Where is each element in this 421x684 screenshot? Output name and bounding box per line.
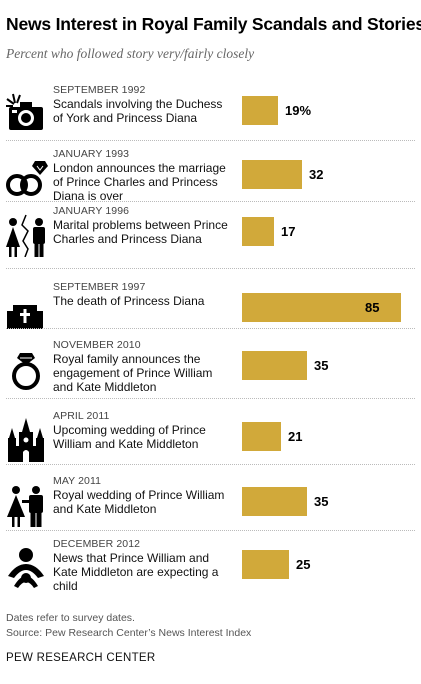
dates-note: Dates refer to survey dates. [6, 612, 135, 624]
brand-label: PEW RESEARCH CENTER [6, 652, 156, 664]
bar [242, 96, 278, 125]
row-divider [6, 140, 415, 141]
separated-couple-icon [4, 213, 50, 259]
bar [242, 217, 274, 246]
engagement-ring-icon [4, 347, 50, 393]
story-date: APRIL 2011 [53, 410, 110, 422]
bar [242, 422, 281, 451]
story-description: News that Prince William and Kate Middle… [53, 551, 219, 593]
value-label: 19% [285, 103, 312, 118]
row-divider [6, 201, 415, 202]
story-row: MAY 2011 Royal wedding of Prince William … [0, 475, 421, 535]
row-divider [6, 328, 415, 329]
baby-icon [4, 546, 50, 592]
chart-subtitle: Percent who followed story very/fairly c… [6, 46, 255, 61]
value-label: 85 [365, 300, 380, 315]
value-label: 35 [314, 358, 329, 373]
value-label: 21 [288, 429, 303, 444]
story-row: JANUARY 1996 Marital problems between Pri… [0, 205, 421, 265]
story-description: Scandals involving the Duchess of York a… [53, 97, 223, 125]
story-description: Royal family announces the engagement of… [53, 352, 213, 394]
church-icon [4, 418, 50, 464]
story-description: Upcoming wedding of Prince William and K… [53, 423, 206, 451]
value-label: 25 [296, 557, 311, 572]
chart-title: News Interest in Royal Family Scandals a… [6, 14, 421, 34]
story-date: JANUARY 1993 [53, 148, 130, 160]
story-row: APRIL 2011 Upcoming wedding of Prince Wil… [0, 410, 421, 470]
coffin-icon [4, 289, 50, 335]
row-divider [6, 530, 415, 531]
story-row: NOVEMBER 2010 Royal family announces the … [0, 339, 421, 399]
story-description: Royal wedding of Prince William and Kate… [53, 488, 225, 516]
row-divider [6, 268, 415, 269]
story-date: SEPTEMBER 1997 [53, 281, 146, 293]
story-date: DECEMBER 2012 [53, 538, 141, 550]
story-date: MAY 2011 [53, 475, 102, 487]
story-description: The death of Princess Diana [53, 294, 205, 308]
story-row: SEPTEMBER 1997 The death of Princess Dian… [0, 281, 421, 341]
bar [242, 351, 307, 380]
bar [242, 160, 302, 189]
story-date: NOVEMBER 2010 [53, 339, 141, 351]
bar [242, 293, 401, 322]
value-label: 17 [281, 224, 296, 239]
bar [242, 550, 289, 579]
couple-icon [4, 483, 50, 529]
bar [242, 487, 307, 516]
broken-rings-icon [4, 156, 50, 202]
story-row: SEPTEMBER 1992 Scandals involving the Duc… [0, 84, 421, 144]
story-description: Marital problems between Prince Charles … [53, 218, 228, 246]
story-description: London announces the marriage of Prince … [53, 161, 226, 203]
camera-icon [4, 92, 50, 138]
row-divider [6, 464, 415, 465]
story-row: JANUARY 1993 London announces the marriag… [0, 148, 421, 208]
value-label: 32 [309, 167, 324, 182]
row-divider [6, 398, 415, 399]
story-date: JANUARY 1996 [53, 205, 130, 217]
story-row: DECEMBER 2012 News that Prince William an… [0, 538, 421, 598]
source-note: Source: Pew Research Center’s News Inter… [6, 627, 252, 639]
value-label: 35 [314, 494, 329, 509]
story-date: SEPTEMBER 1992 [53, 84, 146, 96]
